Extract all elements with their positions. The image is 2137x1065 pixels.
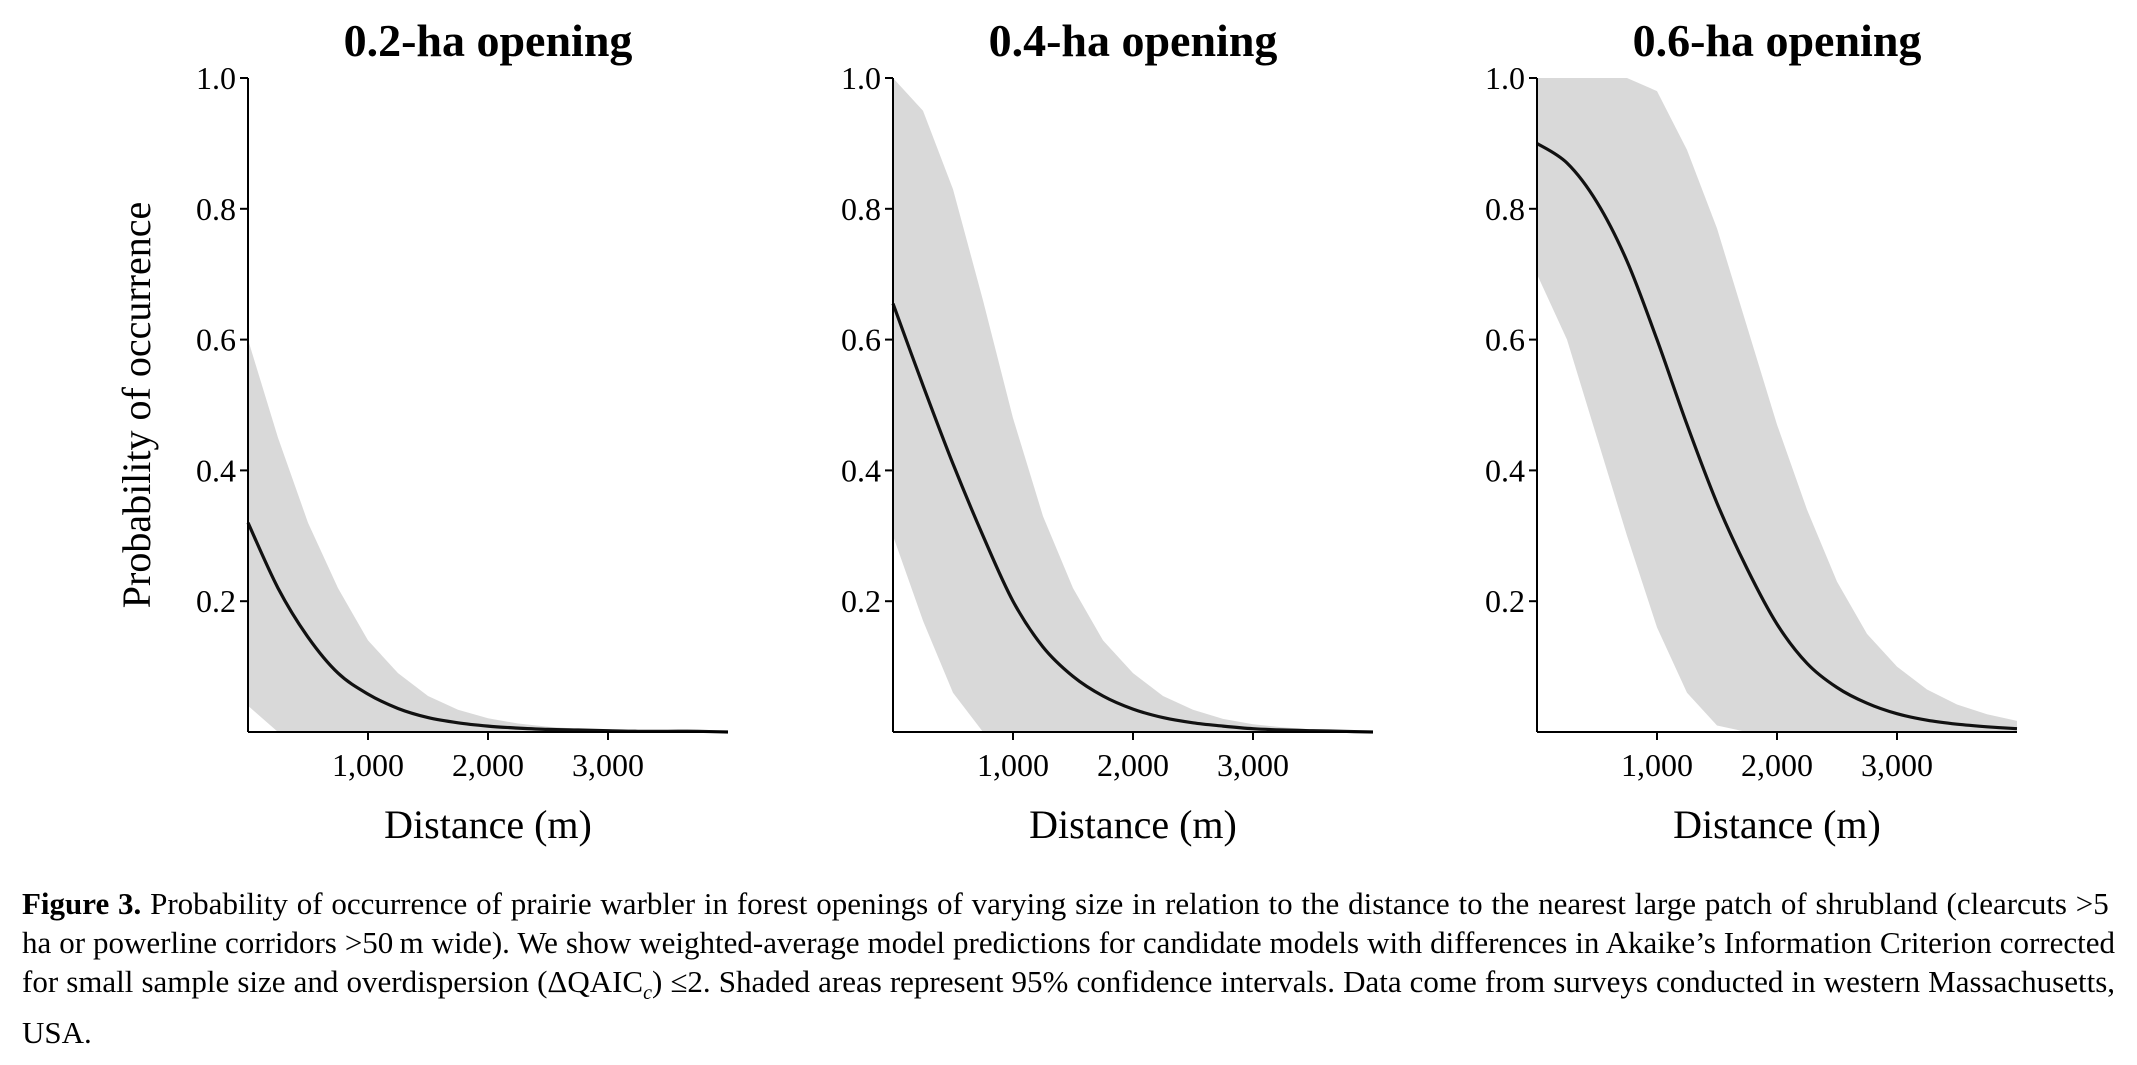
panel-title: 0.6-ha opening xyxy=(1633,15,1922,66)
y-tick-label: 0.4 xyxy=(1485,452,1525,488)
x-tick-label: 2,000 xyxy=(452,747,524,783)
y-tick-label: 0.8 xyxy=(841,191,881,227)
panel-1-4ha-opening: 0.2 0.4 0.6 0.8 1.0 1,000 2,000 3,000 0.4-ha ope… xyxy=(841,15,1374,847)
panel-2-6ha-opening: 0.2 0.4 0.6 0.8 1.0 1,000 2,000 3,000 0.6-ha ope… xyxy=(1485,15,2018,847)
x-tick-label: 1,000 xyxy=(332,747,404,783)
caption-text-part1: Probability of occurrence of prairie war… xyxy=(22,886,2115,999)
y-tick-label: 1.0 xyxy=(841,60,881,96)
caption-text-part2: ) ≤2. Shaded areas represent 95% confide… xyxy=(22,964,2116,1051)
x-tick-label: 3,000 xyxy=(572,747,644,783)
y-axis-label: Probability of occurrence xyxy=(114,202,159,609)
confidence-band-1 xyxy=(893,78,1373,732)
y-tick-label: 0.6 xyxy=(1485,322,1525,358)
y-tick-label: 0.6 xyxy=(841,322,881,358)
x-tick-label: 2,000 xyxy=(1097,747,1169,783)
confidence-band-2 xyxy=(1537,78,2017,732)
x-tick-label: 2,000 xyxy=(1741,747,1813,783)
x-axis-label: Distance (m) xyxy=(384,802,592,847)
panel-0-2ha-opening: 0.2 0.4 0.6 0.8 1.0 1,000 2,000 3,000 0.2-ha ope… xyxy=(114,15,729,847)
x-axis-label: Distance (m) xyxy=(1029,802,1237,847)
y-tick-label: 0.8 xyxy=(1485,191,1525,227)
x-tick-label: 3,000 xyxy=(1217,747,1289,783)
caption-subscript: c xyxy=(643,982,653,1005)
x-tick-label: 1,000 xyxy=(1621,747,1693,783)
figure-caption: Figure 3. Probability of occurrence of p… xyxy=(22,884,2115,1052)
figure-panels: 0.2 0.4 0.6 0.8 1.0 1,000 2,000 3,000 0.2-ha ope… xyxy=(114,15,2018,847)
y-tick-label: 0.8 xyxy=(196,191,236,227)
x-tick-label: 3,000 xyxy=(1861,747,1933,783)
x-axis-label: Distance (m) xyxy=(1673,802,1881,847)
panel-title: 0.4-ha opening xyxy=(989,15,1278,66)
confidence-band-0 xyxy=(248,339,728,732)
prediction-line-2 xyxy=(1536,142,2018,731)
prediction-line-1 xyxy=(891,303,1374,734)
x-tick-label: 1,000 xyxy=(977,747,1049,783)
y-tick-label: 0.2 xyxy=(1485,583,1525,619)
y-tick-label: 0.2 xyxy=(196,583,236,619)
y-tick-label: 0.6 xyxy=(196,322,236,358)
panel-title: 0.2-ha opening xyxy=(344,15,633,66)
caption-figure-label: Figure 3. xyxy=(22,886,142,921)
y-tick-label: 0.4 xyxy=(196,452,236,488)
y-tick-label: 1.0 xyxy=(1485,60,1525,96)
y-tick-label: 0.4 xyxy=(841,452,881,488)
y-tick-label: 0.2 xyxy=(841,583,881,619)
y-tick-label: 1.0 xyxy=(196,60,236,96)
